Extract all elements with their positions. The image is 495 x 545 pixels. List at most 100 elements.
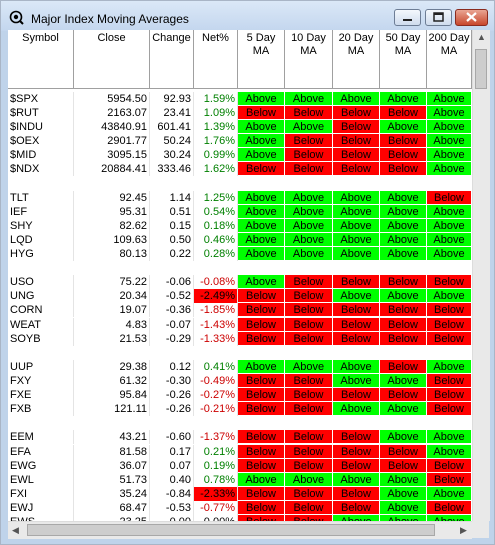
close-button[interactable]: [455, 9, 488, 26]
table-row[interactable]: EWJ 68.47 -0.53 -0.77% Below Below Below Above B…: [8, 501, 472, 515]
table-row[interactable]: FXY 61.32 -0.30 -0.49% Below Below Above Above B…: [8, 374, 472, 388]
close-cell: 5954.50: [74, 92, 150, 106]
table-row[interactable]: EFA 81.58 0.17 0.21% Below Below Below Below Abo…: [8, 445, 472, 459]
symbol-cell: FXI: [8, 487, 74, 501]
table-row[interactable]: USO 75.22 -0.06 -0.08% Above Below Below Below B…: [8, 275, 472, 289]
table-row[interactable]: FXI 35.24 -0.84 -2.33% Below Below Below Above A…: [8, 487, 472, 501]
ma-status-cell: Above: [333, 191, 380, 205]
table-row[interactable]: EWG 36.07 0.07 0.19% Below Below Below Below Bel…: [8, 459, 472, 473]
net-percent-cell: -2.49%: [194, 289, 238, 303]
change-cell: 601.41: [150, 120, 194, 134]
col-50day-ma-header[interactable]: 50 Day MA: [380, 30, 427, 88]
vertical-scroll-thumb[interactable]: [475, 49, 487, 89]
ma-status-cell: Above: [238, 233, 285, 247]
table-row[interactable]: $RUT 2163.07 23.41 1.09% Below Below Below Belo…: [8, 106, 472, 120]
col-20day-ma-header[interactable]: 20 Day MA: [333, 30, 380, 88]
close-cell: 20.34: [74, 289, 150, 303]
ma-status-cell: Below: [238, 402, 285, 416]
table-row[interactable]: FXE 95.84 -0.26 -0.27% Below Below Below Below B…: [8, 388, 472, 402]
ma-status-cell: Above: [333, 233, 380, 247]
size-grip[interactable]: [472, 521, 489, 538]
table-row[interactable]: $OEX 2901.77 50.24 1.76% Above Below Below Belo…: [8, 134, 472, 148]
change-cell: 0.12: [150, 360, 194, 374]
table-row[interactable]: UNG 20.34 -0.52 -2.49% Below Below Above Above A…: [8, 289, 472, 303]
scroll-left-arrow-icon[interactable]: ◀: [12, 525, 19, 535]
col-change-header[interactable]: Change: [150, 30, 194, 88]
ma-status-cell: Above: [285, 191, 333, 205]
data-grid[interactable]: Symbol Close Change Net% 5 Day MA 10 Day MA 20…: [8, 30, 472, 521]
ma-status-cell: Above: [427, 134, 472, 148]
horizontal-scroll-thumb[interactable]: [27, 524, 435, 536]
table-row[interactable]: FXB 121.11 -0.26 -0.21% Below Below Above Above…: [8, 402, 472, 416]
table-row[interactable]: IEF 95.31 0.51 0.54% Above Above Above Above Abo…: [8, 205, 472, 219]
table-row[interactable]: EWL 51.73 0.40 0.78% Above Above Above Above Bel…: [8, 473, 472, 487]
ma-status-cell: Below: [285, 275, 333, 289]
col-symbol-header[interactable]: Symbol: [8, 30, 74, 88]
table-row[interactable]: SHY 82.62 0.15 0.18% Above Above Above Above Abo…: [8, 219, 472, 233]
table-row[interactable]: EEM 43.21 -0.60 -1.37% Below Below Below Above A…: [8, 430, 472, 444]
table-row[interactable]: LQD 109.63 0.50 0.46% Above Above Above Above Ab…: [8, 233, 472, 247]
change-cell: -0.84: [150, 487, 194, 501]
symbol-cell: $OEX: [8, 134, 74, 148]
table-row[interactable]: $MID 3095.15 30.24 0.99% Above Below Below Belo…: [8, 148, 472, 162]
ma-status-cell: Below: [238, 332, 285, 346]
col-net-header[interactable]: Net%: [194, 30, 238, 88]
col-close-header[interactable]: Close: [74, 30, 150, 88]
maximize-button[interactable]: [425, 9, 452, 26]
title-bar[interactable]: Major Index Moving Averages: [1, 1, 494, 31]
ma-status-cell: Below: [427, 473, 472, 487]
close-cell: 81.58: [74, 445, 150, 459]
close-cell: 2901.77: [74, 134, 150, 148]
close-cell: 19.07: [74, 303, 150, 317]
close-cell: 43.21: [74, 430, 150, 444]
ma-status-cell: Above: [427, 205, 472, 219]
net-percent-cell: 1.59%: [194, 92, 238, 106]
table-row[interactable]: EWS23.250.000.00%BelowBelowAboveAboveAbo…: [8, 515, 472, 521]
table-row[interactable]: CORN 19.07 -0.36 -1.85% Below Below Below Below…: [8, 303, 472, 317]
symbol-cell: $RUT: [8, 106, 74, 120]
close-cell: 21.53: [74, 332, 150, 346]
col-200day-ma-header[interactable]: 200 Day MA: [427, 30, 472, 88]
ma-status-cell: Above: [285, 92, 333, 106]
ma-status-cell: Above: [380, 501, 427, 515]
net-percent-cell: -1.43%: [194, 318, 238, 332]
table-row[interactable]: UUP 29.38 0.12 0.41% Above Above Above Below Abo…: [8, 360, 472, 374]
ma-status-cell: Below: [238, 430, 285, 444]
ma-status-cell: Below: [333, 162, 380, 176]
net-percent-cell: -0.21%: [194, 402, 238, 416]
table-row[interactable]: SOYB 21.53 -0.29 -1.33% Below Below Below Below…: [8, 332, 472, 346]
ma-status-cell: Above: [380, 430, 427, 444]
scroll-right-arrow-icon[interactable]: ▶: [460, 525, 467, 535]
close-cell: 23.25: [74, 515, 150, 521]
close-cell: 92.45: [74, 191, 150, 205]
net-percent-cell: -0.77%: [194, 501, 238, 515]
change-cell: 0.50: [150, 233, 194, 247]
ma-status-cell: Below: [380, 275, 427, 289]
change-cell: -0.60: [150, 430, 194, 444]
symbol-cell: SHY: [8, 219, 74, 233]
ma-status-cell: Above: [380, 515, 427, 521]
net-percent-cell: 0.54%: [194, 205, 238, 219]
ma-status-cell: Below: [380, 148, 427, 162]
table-row[interactable]: WEAT 4.83 -0.07 -1.43% Below Below Below Below B…: [8, 318, 472, 332]
table-row[interactable]: $NDX 20884.41 333.46 1.62% Below Below Below Be…: [8, 162, 472, 176]
ma-status-cell: Below: [427, 191, 472, 205]
net-percent-cell: 0.19%: [194, 459, 238, 473]
col-10day-ma-header[interactable]: 10 Day MA: [285, 30, 333, 88]
ma-status-cell: Below: [285, 430, 333, 444]
ma-status-cell: Below: [427, 388, 472, 402]
close-cell: 36.07: [74, 459, 150, 473]
vertical-scrollbar[interactable]: ▲: [472, 30, 490, 521]
net-percent-cell: 1.39%: [194, 120, 238, 134]
change-cell: -0.06: [150, 275, 194, 289]
table-row[interactable]: TLT 92.45 1.14 1.25% Above Above Above Above Bel…: [8, 191, 472, 205]
table-row[interactable]: $INDU 43840.91 601.41 1.39% Above Above Below A…: [8, 120, 472, 134]
change-cell: 0.51: [150, 205, 194, 219]
table-row[interactable]: HYG 80.13 0.22 0.28% Above Above Above Above Abo…: [8, 247, 472, 261]
net-percent-cell: 0.28%: [194, 247, 238, 261]
col-5day-ma-header[interactable]: 5 Day MA: [238, 30, 285, 88]
table-row[interactable]: $SPX 5954.50 92.93 1.59% Above Above Above Abov…: [8, 92, 472, 106]
minimize-button[interactable]: [394, 9, 421, 26]
horizontal-scrollbar[interactable]: ◀ ▶: [8, 521, 472, 539]
scroll-up-arrow-icon[interactable]: ▲: [477, 32, 486, 42]
